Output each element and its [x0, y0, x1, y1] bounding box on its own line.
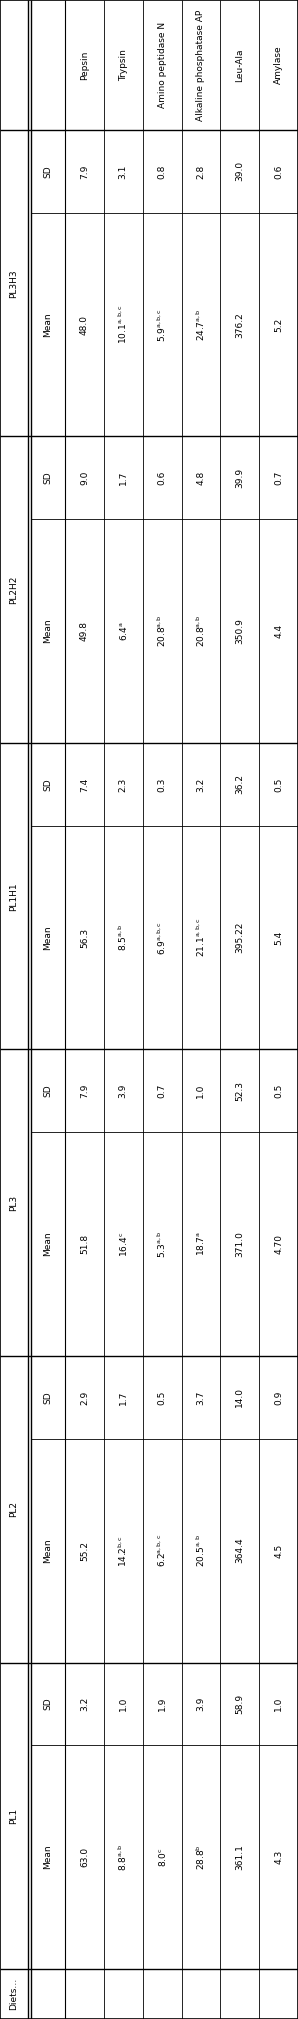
Text: 18.7$^{\mathrm{a}}$: 18.7$^{\mathrm{a}}$	[195, 1232, 207, 1256]
Text: Leu-Ala: Leu-Ala	[235, 48, 244, 81]
Text: Mean: Mean	[44, 925, 52, 951]
Text: 0.5: 0.5	[274, 1084, 283, 1098]
Text: PL1H1: PL1H1	[10, 882, 18, 911]
Text: 371.0: 371.0	[235, 1232, 244, 1258]
Text: 3.1: 3.1	[119, 164, 128, 178]
Text: Diets…: Diets…	[10, 1979, 18, 2011]
Text: Mean: Mean	[44, 1845, 52, 1870]
Text: Amylase: Amylase	[274, 46, 283, 85]
Text: 6.4$^{\mathrm{a}}$: 6.4$^{\mathrm{a}}$	[118, 622, 129, 640]
Text: Alkaline phosphatase AP: Alkaline phosphatase AP	[196, 10, 205, 121]
Text: 3.2: 3.2	[196, 777, 205, 791]
Text: 8.8$^{\mathrm{a,b}}$: 8.8$^{\mathrm{a,b}}$	[117, 1843, 129, 1872]
Text: 0.8: 0.8	[158, 164, 167, 178]
Text: PL2H2: PL2H2	[10, 575, 18, 604]
Text: 24.7$^{\mathrm{a,b}}$: 24.7$^{\mathrm{a,b}}$	[195, 309, 207, 341]
Text: 4.3: 4.3	[274, 1849, 283, 1864]
Text: PL2: PL2	[10, 1502, 18, 1516]
Text: 3.9: 3.9	[119, 1084, 128, 1098]
Text: 8.0$^{\mathrm{c}}$: 8.0$^{\mathrm{c}}$	[156, 1847, 167, 1868]
Text: 52.3: 52.3	[235, 1080, 244, 1100]
Text: 9.0: 9.0	[80, 470, 89, 485]
Text: 58.9: 58.9	[235, 1694, 244, 1714]
Text: 1.7: 1.7	[119, 1391, 128, 1405]
Text: 20.8$^{\mathrm{a,b}}$: 20.8$^{\mathrm{a,b}}$	[156, 614, 168, 648]
Text: 3.7: 3.7	[196, 1391, 205, 1405]
Text: Mean: Mean	[44, 1232, 52, 1256]
Text: 395.22: 395.22	[235, 923, 244, 953]
Text: Mean: Mean	[44, 1538, 52, 1563]
Text: Mean: Mean	[44, 313, 52, 337]
Text: 10.1$^{\mathrm{a,b,c}}$: 10.1$^{\mathrm{a,b,c}}$	[117, 305, 129, 345]
Text: 1.9: 1.9	[158, 1696, 167, 1710]
Text: 2.8: 2.8	[196, 164, 205, 178]
Text: 350.9: 350.9	[235, 618, 244, 644]
Text: PL3: PL3	[10, 1195, 18, 1211]
Text: 8.5$^{\mathrm{a,b}}$: 8.5$^{\mathrm{a,b}}$	[117, 925, 129, 951]
Text: 39.0: 39.0	[235, 162, 244, 182]
Text: 361.1: 361.1	[235, 1843, 244, 1870]
Text: 4.5: 4.5	[274, 1543, 283, 1559]
Text: 0.3: 0.3	[158, 777, 167, 791]
Text: 36.2: 36.2	[235, 775, 244, 793]
Text: SD: SD	[44, 166, 52, 178]
Text: 56.3: 56.3	[80, 927, 89, 947]
Text: 7.4: 7.4	[80, 777, 89, 791]
Text: 16.4$^{\mathrm{c}}$: 16.4$^{\mathrm{c}}$	[118, 1232, 129, 1256]
Text: 1.0: 1.0	[119, 1696, 128, 1710]
Text: 0.6: 0.6	[158, 470, 167, 485]
Text: 0.5: 0.5	[158, 1391, 167, 1405]
Text: 51.8: 51.8	[80, 1234, 89, 1254]
Text: 3.2: 3.2	[80, 1696, 89, 1710]
Text: 20.8$^{\mathrm{a,b}}$: 20.8$^{\mathrm{a,b}}$	[195, 614, 207, 648]
Text: 0.7: 0.7	[274, 470, 283, 485]
Text: 7.9: 7.9	[80, 1084, 89, 1098]
Text: 14.2$^{\mathrm{b,c}}$: 14.2$^{\mathrm{b,c}}$	[117, 1534, 129, 1567]
Text: 6.9$^{\mathrm{a,b,c}}$: 6.9$^{\mathrm{a,b,c}}$	[156, 921, 168, 955]
Text: 2.9: 2.9	[80, 1391, 89, 1405]
Text: 48.0: 48.0	[80, 315, 89, 335]
Text: SD: SD	[44, 1698, 52, 1710]
Text: Trypsin: Trypsin	[119, 48, 128, 81]
Text: 21.1$^{\mathrm{a,b,c}}$: 21.1$^{\mathrm{a,b,c}}$	[195, 919, 207, 957]
Text: 364.4: 364.4	[235, 1538, 244, 1563]
Text: 2.3: 2.3	[119, 777, 128, 791]
Text: Pepsin: Pepsin	[80, 50, 89, 79]
Text: 6.2$^{\mathrm{a,b,c}}$: 6.2$^{\mathrm{a,b,c}}$	[156, 1534, 168, 1567]
Text: 4.70: 4.70	[274, 1234, 283, 1254]
Text: 14.0: 14.0	[235, 1387, 244, 1407]
Text: 5.4: 5.4	[274, 931, 283, 945]
Text: 63.0: 63.0	[80, 1847, 89, 1868]
Text: 55.2: 55.2	[80, 1540, 89, 1561]
Text: 5.2: 5.2	[274, 317, 283, 331]
Text: 39.9: 39.9	[235, 468, 244, 489]
Text: 1.0: 1.0	[196, 1084, 205, 1098]
Text: 4.8: 4.8	[196, 470, 205, 485]
Text: SD: SD	[44, 777, 52, 791]
Text: 0.6: 0.6	[274, 164, 283, 178]
Text: 1.0: 1.0	[274, 1696, 283, 1710]
Text: 49.8: 49.8	[80, 622, 89, 642]
Text: 20.5$^{\mathrm{a,b}}$: 20.5$^{\mathrm{a,b}}$	[195, 1534, 207, 1567]
Text: 4.4: 4.4	[274, 624, 283, 638]
Text: 0.7: 0.7	[158, 1084, 167, 1098]
Text: 3.9: 3.9	[196, 1696, 205, 1710]
Text: 376.2: 376.2	[235, 311, 244, 337]
Text: 0.5: 0.5	[274, 777, 283, 791]
Text: 5.9$^{\mathrm{a,b,c}}$: 5.9$^{\mathrm{a,b,c}}$	[156, 307, 168, 341]
Text: 5.3$^{\mathrm{a,b}}$: 5.3$^{\mathrm{a,b}}$	[156, 1230, 168, 1258]
Text: SD: SD	[44, 1391, 52, 1403]
Text: 1.7: 1.7	[119, 470, 128, 485]
Text: 28.8$^{\mathrm{b}}$: 28.8$^{\mathrm{b}}$	[195, 1843, 207, 1870]
Text: Amino peptidase N: Amino peptidase N	[158, 22, 167, 109]
Text: 0.9: 0.9	[274, 1391, 283, 1405]
Text: Mean: Mean	[44, 618, 52, 644]
Text: SD: SD	[44, 472, 52, 485]
Text: PL3H3: PL3H3	[10, 269, 18, 297]
Text: PL1: PL1	[10, 1807, 18, 1823]
Text: 7.9: 7.9	[80, 164, 89, 178]
Text: SD: SD	[44, 1084, 52, 1096]
